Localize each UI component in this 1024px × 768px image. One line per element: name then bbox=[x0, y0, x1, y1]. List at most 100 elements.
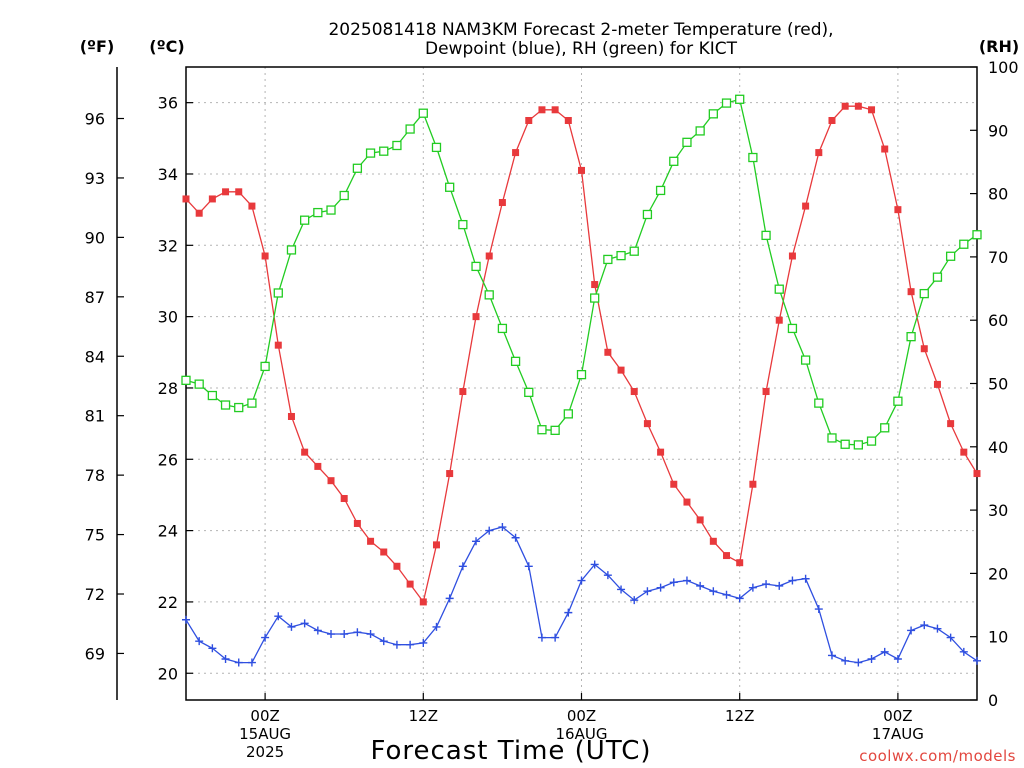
x-tick-label: 00Z bbox=[883, 707, 912, 725]
temperature-point bbox=[498, 199, 506, 207]
dewpoint-point bbox=[195, 637, 204, 646]
celsius-tick-label: 22 bbox=[158, 593, 178, 612]
temperature-point bbox=[406, 580, 414, 588]
dewpoint-point bbox=[973, 656, 981, 665]
dewpoint-point bbox=[709, 587, 718, 596]
dewpoint-point bbox=[735, 594, 744, 603]
rh-tick-label: 100 bbox=[988, 58, 1019, 77]
temperature-point bbox=[327, 477, 335, 485]
temperature-point bbox=[459, 388, 467, 396]
celsius-tick-label: 20 bbox=[158, 664, 178, 683]
dewpoint-point bbox=[261, 633, 270, 642]
rh-point bbox=[642, 209, 653, 220]
rh-point bbox=[972, 230, 982, 240]
celsius-tick-label: 24 bbox=[158, 522, 178, 541]
rh-point bbox=[313, 207, 323, 218]
rh-point bbox=[695, 126, 705, 136]
rh-point bbox=[919, 288, 929, 299]
rh-point bbox=[418, 108, 428, 118]
temperature-point bbox=[736, 559, 744, 567]
temperature-point bbox=[314, 462, 322, 470]
x-axis-label: Forecast Time (UTC) bbox=[370, 736, 651, 766]
temperature-point bbox=[657, 448, 665, 456]
celsius-tick-label: 28 bbox=[158, 379, 178, 398]
fahrenheit-tick-label: 72 bbox=[85, 585, 105, 604]
x-tick-label: 00Z bbox=[567, 707, 596, 725]
rh-point bbox=[906, 332, 916, 342]
rh-point bbox=[392, 140, 402, 151]
temperature-point bbox=[973, 470, 981, 478]
dewpoint-point bbox=[643, 587, 652, 596]
dewpoint-point bbox=[274, 612, 283, 621]
celsius-tick-label: 36 bbox=[158, 94, 178, 113]
celsius-tick-label: 30 bbox=[158, 308, 178, 327]
temperature-point bbox=[604, 348, 612, 356]
temperature-point bbox=[538, 106, 546, 114]
dewpoint-point bbox=[353, 628, 362, 637]
dewpoint-point bbox=[959, 647, 968, 656]
temperature-point bbox=[749, 480, 757, 488]
celsius-tick-label: 34 bbox=[158, 165, 178, 184]
temperature-point bbox=[696, 516, 704, 524]
temperature-point bbox=[762, 388, 770, 396]
temperature-point bbox=[525, 116, 533, 124]
dewpoint-point bbox=[392, 640, 401, 649]
rh-point bbox=[458, 219, 468, 230]
temperature-point bbox=[881, 145, 889, 153]
dewpoint-point bbox=[933, 624, 942, 633]
rh-point bbox=[484, 290, 494, 300]
rh-tick-label: 30 bbox=[988, 501, 1008, 520]
temperature-point bbox=[815, 149, 823, 157]
temperature-point bbox=[182, 195, 190, 203]
dewpoint-point bbox=[590, 560, 599, 569]
temperature-point bbox=[775, 316, 783, 324]
dewpoint-point bbox=[234, 658, 243, 667]
temperature-point bbox=[868, 106, 876, 114]
temperature-point bbox=[683, 498, 691, 506]
fahrenheit-tick-label: 90 bbox=[85, 228, 105, 247]
rh-point bbox=[365, 148, 376, 158]
dewpoint-point bbox=[669, 578, 678, 587]
temperature-point bbox=[591, 281, 599, 289]
temperature-point bbox=[643, 420, 651, 428]
temperature-point bbox=[485, 252, 493, 260]
fahrenheit-tick-label: 69 bbox=[85, 644, 105, 663]
rh-point bbox=[629, 246, 639, 256]
temperature-point bbox=[564, 116, 572, 124]
dewpoint-point bbox=[221, 654, 230, 663]
axis-ticks-layer: 20 22 24 26 28 30 32 34 36 69 72 75 78 81 84 87 90 93 96 0 1… bbox=[85, 58, 1019, 761]
dewpoint-point bbox=[340, 630, 349, 639]
plot-frame bbox=[185, 66, 978, 701]
dewpoint-point bbox=[182, 615, 190, 624]
rh-point bbox=[590, 293, 600, 303]
dewpoint-point bbox=[788, 576, 797, 585]
dewpoint-point bbox=[419, 638, 428, 647]
rh-tick-label: 10 bbox=[988, 628, 1008, 647]
temperature-point bbox=[380, 548, 388, 556]
temperature-point bbox=[960, 448, 968, 456]
dewpoint-point bbox=[472, 537, 481, 546]
temperature-point bbox=[274, 341, 282, 349]
dewpoint-point bbox=[854, 658, 863, 667]
rh-point bbox=[800, 355, 811, 365]
temperature-point bbox=[208, 195, 216, 203]
dewpoint-point bbox=[524, 562, 533, 571]
dewpoint-point bbox=[313, 626, 322, 635]
rh-point bbox=[814, 398, 824, 408]
temperature-point bbox=[340, 495, 348, 503]
rh-point bbox=[471, 261, 481, 272]
rh-point bbox=[563, 409, 573, 419]
rh-point bbox=[524, 387, 534, 398]
dewpoint-point bbox=[379, 637, 388, 646]
rh-point bbox=[352, 163, 363, 173]
dewpoint-point bbox=[603, 571, 612, 580]
dewpoint-point bbox=[656, 583, 665, 592]
rh-point bbox=[959, 239, 969, 249]
fahrenheit-tick-label: 84 bbox=[85, 347, 105, 366]
rh-point bbox=[761, 230, 771, 241]
dewpoint-point bbox=[551, 633, 560, 642]
rh-point bbox=[669, 156, 679, 166]
rh-point bbox=[748, 152, 758, 163]
rh-point bbox=[273, 288, 283, 298]
dewpoint-point bbox=[841, 656, 850, 665]
